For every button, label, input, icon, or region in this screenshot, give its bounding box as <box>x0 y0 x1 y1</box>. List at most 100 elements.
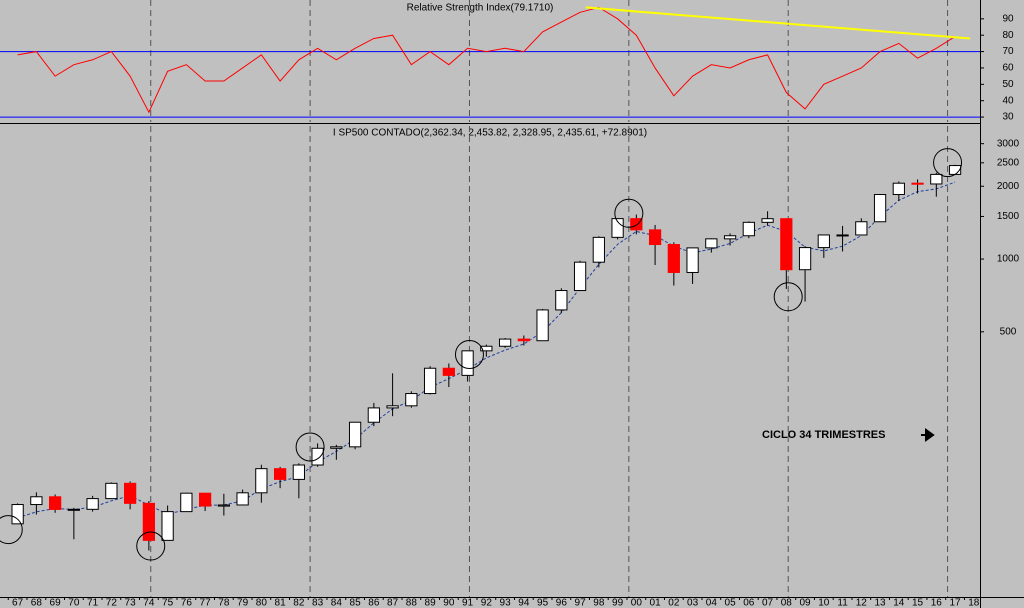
candle-body <box>686 247 699 273</box>
candle-body <box>630 218 643 231</box>
x-tick-label: 73 <box>125 598 137 608</box>
candle-body <box>105 482 118 500</box>
candle-body <box>236 492 249 506</box>
x-tick-label: 95 <box>537 598 549 608</box>
candle-body <box>292 464 305 480</box>
x-tick-label: 72 <box>106 598 118 608</box>
candle-body <box>855 221 868 236</box>
x-tick-label: 02 <box>668 598 680 608</box>
candle-body <box>667 244 680 273</box>
y-tick-label: 90 <box>1002 13 1014 24</box>
x-tick-label: 75 <box>162 598 174 608</box>
x-tick-label: 03 <box>687 598 699 608</box>
candle-body <box>273 468 287 480</box>
candle-body <box>330 446 343 449</box>
candle-body <box>367 407 380 423</box>
candle-body <box>648 229 662 246</box>
y-tick-label: 500 <box>1000 326 1017 337</box>
candle-body <box>423 367 437 395</box>
cycle-circle <box>933 148 963 178</box>
x-tick-label: 90 <box>443 598 455 608</box>
candle-body <box>892 182 905 196</box>
x-tick-label: 17 <box>950 598 962 608</box>
candle-body <box>573 261 587 292</box>
y-tick-label: 80 <box>1002 30 1014 41</box>
x-tick-label: 91 <box>462 598 474 608</box>
candle-body <box>348 421 362 448</box>
candle-body <box>723 235 737 240</box>
y-tick-label: 50 <box>1002 79 1014 90</box>
y-tick-label: 2000 <box>997 181 1020 192</box>
x-tick-label: 98 <box>593 598 605 608</box>
candle-body <box>761 218 774 223</box>
annotation: CICLO 34 TRIMESTRES <box>762 429 885 441</box>
cycle-circle <box>773 282 803 312</box>
y-tick-label: 2500 <box>997 157 1020 168</box>
candle-body <box>911 182 924 185</box>
candle-body <box>48 496 62 510</box>
candle-body <box>742 221 755 237</box>
x-tick-label: 04 <box>706 598 718 608</box>
x-tick-label: 94 <box>518 598 530 608</box>
cycle-circle <box>454 339 484 369</box>
x-tick-label: 87 <box>387 598 399 608</box>
x-tick-label: 74 <box>143 598 155 608</box>
x-tick-label: 71 <box>87 598 99 608</box>
rsi-title: Relative Strength Index(79.1710) <box>407 3 554 14</box>
rsi-line <box>17 6 956 114</box>
x-tick-label: 13 <box>875 598 887 608</box>
candle-body <box>86 498 99 510</box>
x-tick-label: 69 <box>50 598 62 608</box>
candle-body <box>480 345 493 352</box>
candle-body <box>161 511 174 541</box>
candle-body <box>198 492 212 507</box>
x-tick-label: 10 <box>818 598 830 608</box>
x-tick-label: 80 <box>256 598 268 608</box>
x-tick-label: 68 <box>31 598 43 608</box>
x-tick-label: 96 <box>556 598 568 608</box>
x-tick-label: 11 <box>837 598 848 608</box>
x-tick-label: 00 <box>631 598 643 608</box>
x-tick-label: 77 <box>200 598 212 608</box>
y-tick-label: 40 <box>1002 95 1014 106</box>
x-tick-label: 92 <box>481 598 493 608</box>
candle-body <box>873 194 887 223</box>
y-tick-label: 1000 <box>997 254 1020 265</box>
trendline <box>585 6 971 40</box>
price-title: I SP500 CONTADO(2,362.34, 2,453.82, 2,32… <box>333 128 647 139</box>
x-tick-label: 89 <box>425 598 437 608</box>
x-tick-label: 97 <box>575 598 587 608</box>
x-tick-label: 15 <box>912 598 924 608</box>
cycle-circle <box>295 432 325 462</box>
candle-body <box>180 492 193 513</box>
candle-body <box>442 367 455 376</box>
x-tick-label: 67 <box>12 598 24 608</box>
candle-body <box>217 504 230 507</box>
candle-body <box>67 508 80 511</box>
x-tick-label: 12 <box>856 598 868 608</box>
y-tick-label: 1500 <box>997 211 1020 222</box>
candle-body <box>123 482 137 504</box>
candle-body <box>555 290 568 311</box>
x-tick-label: 01 <box>650 598 662 608</box>
cycle-circle <box>0 515 23 545</box>
x-tick-label: 85 <box>350 598 362 608</box>
candle-body <box>836 234 849 237</box>
x-tick-label: 05 <box>725 598 737 608</box>
candle-body <box>405 393 418 407</box>
candle-body <box>536 309 549 342</box>
x-tick-label: 81 <box>275 598 287 608</box>
candle-body <box>311 447 324 466</box>
x-tick-label: 07 <box>762 598 774 608</box>
cycle-circle <box>136 531 166 561</box>
x-tick-label: 16 <box>931 598 943 608</box>
x-tick-label: 14 <box>893 598 905 608</box>
candle-body <box>592 236 605 263</box>
candle-body <box>611 218 624 238</box>
candle-body <box>798 247 812 271</box>
y-tick-label: 3000 <box>997 138 1020 149</box>
x-tick-label: 08 <box>781 598 793 608</box>
arrow <box>921 428 935 442</box>
